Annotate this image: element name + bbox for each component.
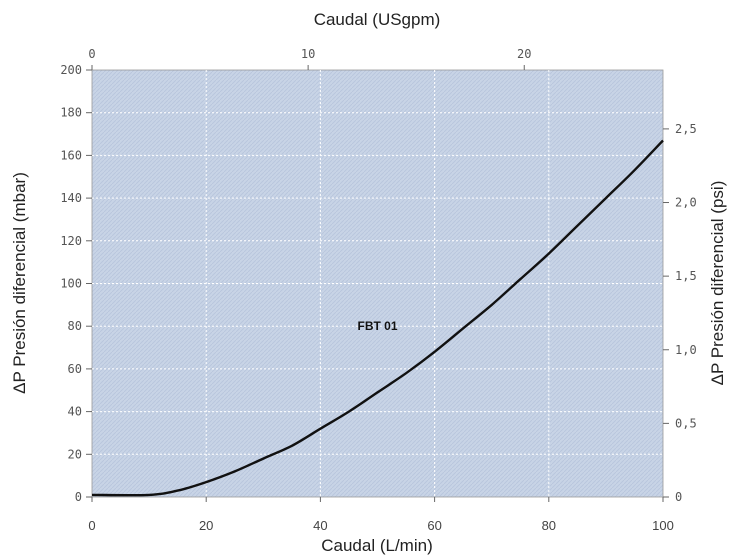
y-left-ticks: 0 20 40 60 80 100 120 140 160 180 200 — [60, 63, 92, 504]
series-label-fbt01: FBT 01 — [358, 319, 398, 333]
y-right-ticks: 0 0,5 1,0 1,5 2,0 2,5 — [663, 122, 697, 504]
x-bottom-axis-title: Caudal (L/min) — [321, 536, 433, 555]
x-bottom-tick-label: 60 — [427, 518, 441, 533]
y-left-axis-title: ΔP Presión diferencial (mbar) — [10, 172, 29, 394]
x-bottom-ticks: 0 20 40 60 80 100 — [88, 497, 674, 533]
grid-lines — [92, 70, 663, 497]
y-left-tick-label: 200 — [60, 63, 82, 77]
y-left-tick-label: 120 — [60, 234, 82, 248]
x-bottom-tick-label: 40 — [313, 518, 327, 533]
y-right-tick-label: 2,0 — [675, 196, 697, 210]
y-right-tick-label: 0,5 — [675, 416, 697, 430]
y-left-tick-label: 60 — [68, 362, 82, 376]
y-right-tick-label: 1,5 — [675, 269, 697, 283]
y-left-tick-label: 80 — [68, 319, 82, 333]
y-left-tick-label: 0 — [75, 490, 82, 504]
x-top-tick-label: 0 — [88, 47, 95, 61]
y-right-tick-label: 2,5 — [675, 122, 697, 136]
y-left-tick-label: 20 — [68, 447, 82, 461]
series-line-fbt01 — [91, 139, 664, 497]
y-left-tick-label: 140 — [60, 191, 82, 205]
x-bottom-tick-label: 0 — [88, 518, 95, 533]
x-bottom-tick-label: 80 — [542, 518, 556, 533]
y-left-tick-label: 100 — [60, 277, 82, 291]
x-top-axis-title: Caudal (USgpm) — [314, 10, 441, 29]
x-top-ticks: 0 10 20 — [88, 47, 531, 70]
y-left-tick-label: 180 — [60, 106, 82, 120]
y-right-tick-label: 1,0 — [675, 343, 697, 357]
y-right-tick-label: 0 — [675, 490, 682, 504]
x-bottom-tick-label: 100 — [652, 518, 674, 533]
x-top-tick-label: 10 — [301, 47, 315, 61]
y-right-axis-title: ΔP Presión diferencial (psi) — [708, 181, 727, 386]
y-left-tick-label: 40 — [68, 405, 82, 419]
x-bottom-tick-label: 20 — [199, 518, 213, 533]
x-top-tick-label: 20 — [517, 47, 531, 61]
y-left-tick-label: 160 — [60, 148, 82, 162]
